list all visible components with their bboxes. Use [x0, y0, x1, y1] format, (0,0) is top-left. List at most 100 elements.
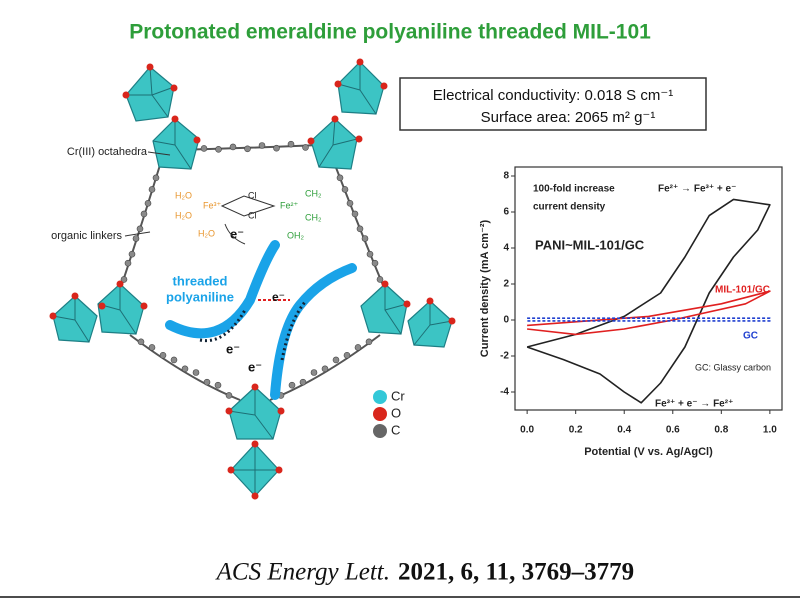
oxygen-atom: [171, 115, 179, 123]
oxygen-atom: [277, 407, 285, 415]
chart-annotation: 100-fold increase: [533, 184, 615, 195]
info-line: Electrical conductivity: 0.018 S cm⁻¹: [433, 87, 674, 104]
legend-swatch: [373, 407, 387, 421]
oxygen-atom: [71, 292, 79, 300]
oxygen-atom: [225, 407, 233, 415]
carbon-atom: [120, 276, 128, 283]
label: organic linkers: [51, 230, 122, 242]
oxygen-atom: [403, 300, 411, 308]
oxygen-atom: [251, 492, 259, 500]
legend-swatch: [373, 390, 387, 404]
electron: e⁻: [226, 341, 240, 356]
carbon-atom: [124, 259, 132, 267]
x-tick-label: 0.4: [617, 425, 631, 436]
polyaniline-dots: [199, 301, 307, 361]
carbon-atom: [299, 378, 307, 386]
electron: e⁻: [248, 359, 262, 374]
carbon-atom: [273, 144, 280, 152]
carbon-atom: [225, 392, 233, 399]
x-tick-label: 0.2: [569, 425, 583, 436]
chart-annotation: Fe²⁺ → Fe³⁺ + e⁻: [658, 184, 736, 195]
threaded-label: polyaniline: [166, 289, 234, 304]
carbon-atom: [258, 142, 266, 149]
series-label: GC: [743, 331, 758, 342]
oxygen-atom: [356, 58, 364, 66]
oxygen-atom: [140, 302, 148, 310]
carbon-atom: [288, 381, 296, 389]
carbon-atom: [321, 365, 329, 373]
electron: e⁻: [272, 290, 285, 304]
oxygen-atoms: [49, 58, 456, 500]
complex-label: H₂O: [198, 228, 215, 238]
carbon-atom: [287, 140, 295, 148]
complex-label: CH₂: [305, 188, 322, 198]
chart-annotation: current density: [533, 202, 606, 213]
carbon-atom: [215, 146, 222, 153]
threaded-label: threaded: [173, 273, 228, 288]
carbon-atom: [366, 250, 374, 258]
legend-swatch: [373, 424, 387, 438]
series-label: PANI~MIL-101/GC: [535, 237, 645, 252]
y-tick-label: 4: [503, 243, 509, 254]
legend-label: C: [391, 422, 400, 437]
carbon-atom: [302, 144, 309, 151]
carbon-atom: [376, 276, 384, 283]
complex-label: Fe²⁺: [280, 200, 299, 210]
oxygen-atom: [193, 136, 201, 144]
oxygen-atom: [426, 297, 434, 305]
carbon-atom: [170, 356, 178, 364]
carbon-atom: [351, 210, 359, 218]
carbon-atom: [159, 352, 167, 359]
oxygen-atom: [251, 440, 259, 448]
oxygen-atom: [334, 80, 342, 88]
carbon-atom: [361, 235, 369, 242]
oxygen-atom: [227, 466, 235, 474]
y-tick-label: 0: [503, 315, 509, 326]
chart-annotation: Fe³⁺ + e⁻ → Fe²⁺: [655, 399, 733, 410]
x-tick-label: 1.0: [763, 425, 777, 436]
oxygen-atom: [448, 317, 456, 325]
oxygen-atom: [251, 383, 259, 391]
legend-label: O: [391, 405, 401, 420]
carbon-atom: [144, 200, 152, 207]
oxygen-atom: [275, 466, 283, 474]
linker-atoms: [120, 140, 384, 399]
carbon-atom: [148, 186, 156, 193]
carbon-atom: [136, 225, 144, 233]
oxygen-atom: [170, 84, 178, 92]
oxygen-atom: [146, 63, 154, 71]
legend-label: Cr: [391, 388, 405, 403]
y-tick-label: 8: [503, 171, 509, 182]
journal: ACS Energy Lett.: [215, 559, 390, 586]
y-tick-label: 2: [503, 279, 509, 290]
carbon-atom: [192, 369, 200, 376]
fe-complex: H₂O Fe³⁺ Cl Cl Fe²⁺ CH₂ CH₂ H₂O H₂O OH₂: [175, 188, 322, 245]
oxygen-atom: [380, 82, 388, 90]
carbon-atom: [214, 381, 222, 389]
y-axis-label: Current density (mA cm⁻²): [479, 219, 491, 357]
callout: [147, 151, 171, 156]
info-line: Surface area: 2065 m² g⁻¹: [481, 109, 656, 126]
carbon-atom: [332, 356, 340, 364]
carbon-atom: [132, 235, 140, 242]
electron: e⁻: [230, 226, 244, 241]
carbon-atom: [148, 344, 156, 351]
carbon-atom: [356, 225, 364, 233]
complex-label: Cl: [248, 210, 257, 220]
y-tick-label: -2: [500, 351, 509, 362]
oxygen-atom: [116, 280, 124, 288]
chart-annotation: GC: Glassy carbon: [695, 362, 771, 372]
y-tick-label: 6: [503, 207, 509, 218]
carbon-atom: [229, 143, 237, 151]
oxygen-atom: [122, 91, 130, 99]
carbon-atom: [152, 174, 160, 182]
oxygen-atom: [307, 137, 315, 145]
carbon-atom: [137, 338, 145, 346]
series-label: MIL-101/GC: [715, 285, 770, 296]
carbon-atom: [310, 369, 318, 376]
octahedra: [52, 61, 453, 497]
callout: [124, 231, 151, 237]
complex-label: Cl: [248, 190, 257, 200]
carbon-atom: [343, 352, 351, 359]
complex-label: CH₂: [305, 212, 322, 222]
